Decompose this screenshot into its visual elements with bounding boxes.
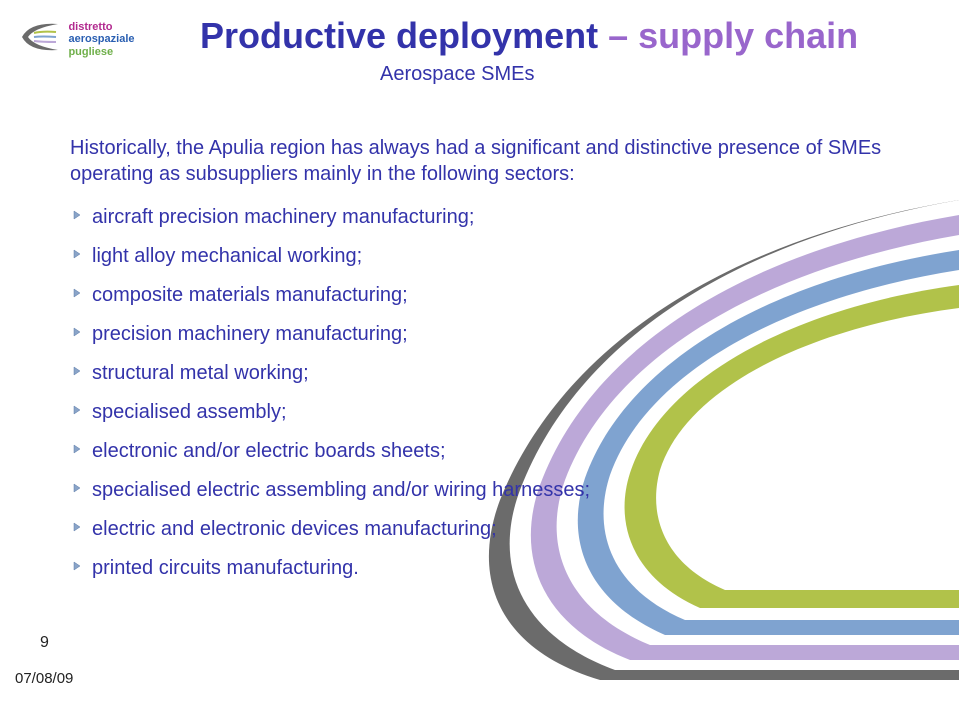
list-item: printed circuits manufacturing.: [70, 556, 899, 581]
logo-mark: [20, 20, 60, 59]
logo-text: distretto aerospaziale pugliese: [68, 21, 134, 57]
title-part1: Productive deployment: [200, 15, 598, 56]
page-number: 9: [40, 634, 49, 652]
list-item: composite materials manufacturing;: [70, 283, 899, 308]
page-date: 07/08/09: [15, 670, 73, 687]
intro-text: Historically, the Apulia region has alwa…: [70, 135, 899, 187]
list-item: light alloy mechanical working;: [70, 244, 899, 269]
title-main: Productive deployment – supply chain: [200, 15, 919, 57]
list-item: structural metal working;: [70, 361, 899, 386]
title-part2: – supply chain: [598, 15, 858, 56]
list-item: specialised electric assembling and/or w…: [70, 478, 899, 503]
slide-content: Historically, the Apulia region has alwa…: [70, 135, 899, 595]
logo-line1: distretto: [68, 21, 134, 33]
title-subtitle: Aerospace SMEs: [380, 63, 919, 86]
list-item: precision machinery manufacturing;: [70, 322, 899, 347]
bullet-list: aircraft precision machinery manufacturi…: [70, 205, 899, 581]
logo-line2: aerospaziale: [68, 33, 134, 45]
list-item: aircraft precision machinery manufacturi…: [70, 205, 899, 230]
slide-title: Productive deployment – supply chain Aer…: [200, 15, 919, 86]
list-item: electronic and/or electric boards sheets…: [70, 439, 899, 464]
list-item: electric and electronic devices manufact…: [70, 517, 899, 542]
list-item: specialised assembly;: [70, 400, 899, 425]
logo-line3: pugliese: [68, 46, 134, 58]
logo: distretto aerospaziale pugliese: [20, 20, 170, 59]
